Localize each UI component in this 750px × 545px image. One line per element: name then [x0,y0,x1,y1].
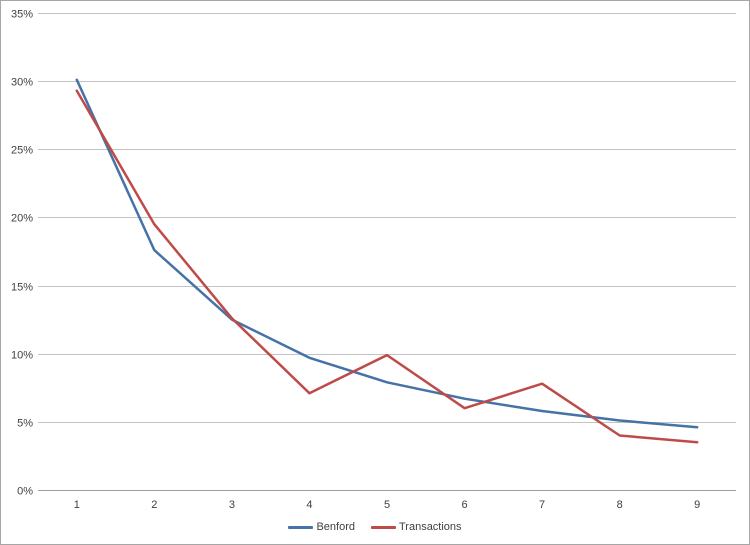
x-tick-label: 6 [461,499,467,511]
x-tick-label: 2 [151,499,157,511]
y-tick-label: 10% [11,350,33,362]
x-tick-label: 8 [617,499,623,511]
x-tick-label: 9 [694,499,700,511]
y-tick-label: 35% [11,9,33,21]
transactions-series-line [75,89,699,444]
y-tick-label: 25% [11,145,33,157]
y-tick-label: 15% [11,282,33,294]
x-tick-label: 5 [384,499,390,511]
x-tick-label: 3 [229,499,235,511]
y-tick-label: 20% [11,213,33,225]
x-tick-label: 7 [539,499,545,511]
x-tick-label: 4 [306,499,312,511]
y-tick-label: 5% [17,418,33,430]
x-tick-label: 1 [74,499,80,511]
y-tick-label: 0% [17,486,33,498]
y-tick-label: 30% [11,77,33,89]
benford-series-line [75,78,699,429]
